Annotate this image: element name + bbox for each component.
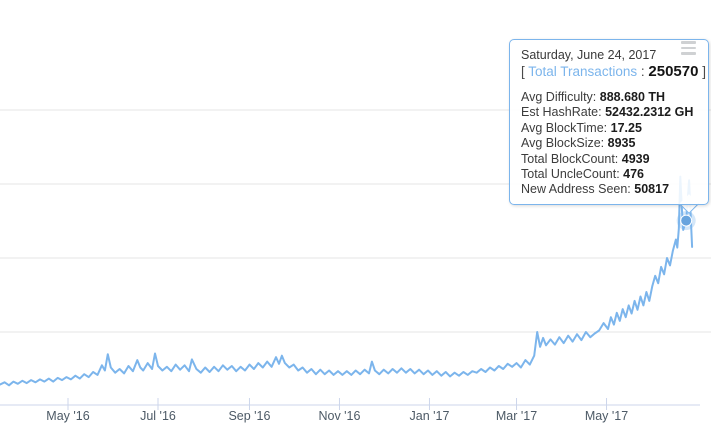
x-axis-label: Jul '16 (140, 409, 176, 423)
tooltip-stat-value: 4939 (621, 151, 650, 166)
x-axis-label: Mar '17 (496, 409, 537, 423)
hamburger-icon (681, 46, 696, 49)
x-axis-label: Nov '16 (318, 409, 360, 423)
tooltip-stat-value: 52432.2312 GH (605, 105, 694, 120)
tooltip-stat-value: 8935 (607, 136, 636, 151)
tooltip-stat-label: Total UncleCount: (521, 167, 620, 182)
hamburger-icon (681, 41, 696, 44)
tooltip-bracket-open: [ (521, 64, 525, 79)
tooltip-series-line: [ Total Transactions : 250570 ] (521, 63, 706, 80)
tooltip-series-value: 250570 (648, 63, 699, 80)
x-axis-label: Jan '17 (410, 409, 450, 423)
tooltip-stat-value: 50817 (634, 182, 670, 197)
tooltip-bracket-close: ] (702, 64, 706, 79)
chart-context-menu-button[interactable] (681, 41, 696, 55)
tooltip-date: Saturday, June 24, 2017 (521, 48, 657, 62)
tooltip-stat-label: Est HashRate: (521, 105, 602, 120)
tooltip-stat-label: New Address Seen: (521, 182, 631, 197)
tooltip-stats: Avg Difficulty: 888.680 TH Est HashRate: … (521, 90, 697, 198)
tooltip-stat-label: Total BlockCount: (521, 151, 619, 166)
tooltip-stat-label: Avg BlockTime: (521, 120, 608, 135)
tooltip-stat-value: 888.680 TH (599, 90, 666, 104)
tooltip-stat-row: Est HashRate: 52432.2312 GH (521, 105, 697, 120)
tooltip-stat-row: Total BlockCount: 4939 (521, 152, 697, 167)
tooltip-stat-row: Total UncleCount: 476 (521, 167, 697, 182)
tooltip-stat-value: 17.25 (610, 120, 642, 135)
x-axis-label: May '17 (585, 409, 628, 423)
tooltip-stat-row: Avg Difficulty: 888.680 TH (521, 90, 697, 105)
tooltip-stat-label: Avg BlockSize: (521, 136, 605, 151)
tooltip-separator: : (640, 64, 645, 79)
hamburger-icon (681, 52, 696, 55)
tooltip-stat-value: 476 (623, 167, 645, 182)
tooltip-stat-row: Avg BlockTime: 17.25 (521, 121, 697, 136)
tooltip-stat-row: New Address Seen: 50817 (521, 182, 697, 197)
series-line (0, 175, 694, 387)
tooltip-stat-row: Avg BlockSize: 8935 (521, 136, 697, 151)
tooltip-series-name: Total Transactions (528, 64, 638, 79)
chart-tooltip: Saturday, June 24, 2017 [ Total Transact… (509, 39, 709, 205)
x-axis-label: May '16 (46, 409, 89, 423)
x-axis-label: Sep '16 (228, 409, 270, 423)
data-point-marker[interactable] (680, 214, 693, 227)
tooltip-stat-label: Avg Difficulty: (521, 90, 597, 104)
